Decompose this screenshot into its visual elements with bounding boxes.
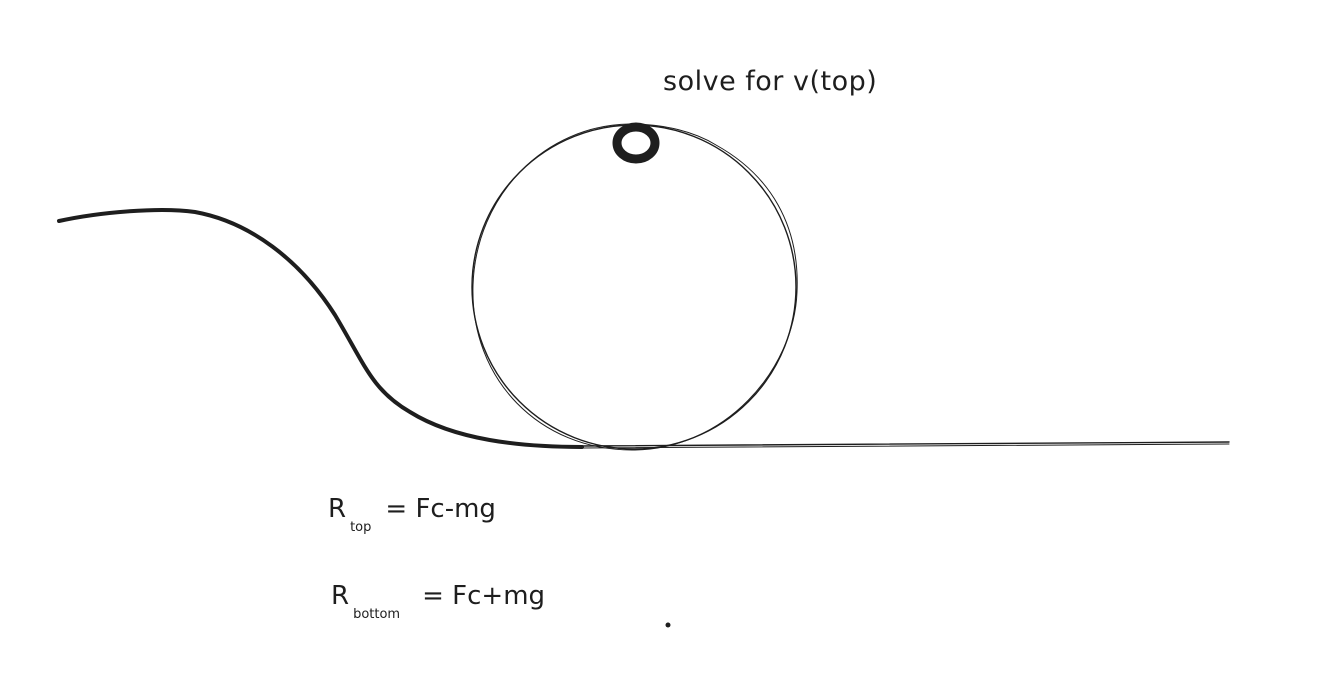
ground-line-sketch bbox=[581, 443, 1230, 449]
loop-circle-sketch bbox=[472, 123, 798, 451]
annotation-title: solve for v(top) bbox=[663, 66, 878, 97]
ground-line bbox=[579, 441, 1230, 447]
equation-top-rhs: = Fc-mg bbox=[385, 494, 496, 524]
equation-bottom-rhs: = Fc+mg bbox=[422, 581, 546, 611]
equation-bottom-symbol: R bbox=[331, 581, 350, 611]
equation-bottom: Rbottom = Fc+mg bbox=[331, 581, 546, 622]
equation-top-symbol: R bbox=[328, 494, 347, 524]
object-marker bbox=[612, 122, 660, 164]
ramp-curve bbox=[57, 208, 584, 449]
equation-bottom-subscript: bottom bbox=[353, 607, 401, 622]
stray-dot bbox=[665, 622, 671, 628]
equation-top-subscript: top bbox=[350, 520, 372, 535]
equation-top: Rtop = Fc-mg bbox=[328, 494, 496, 535]
